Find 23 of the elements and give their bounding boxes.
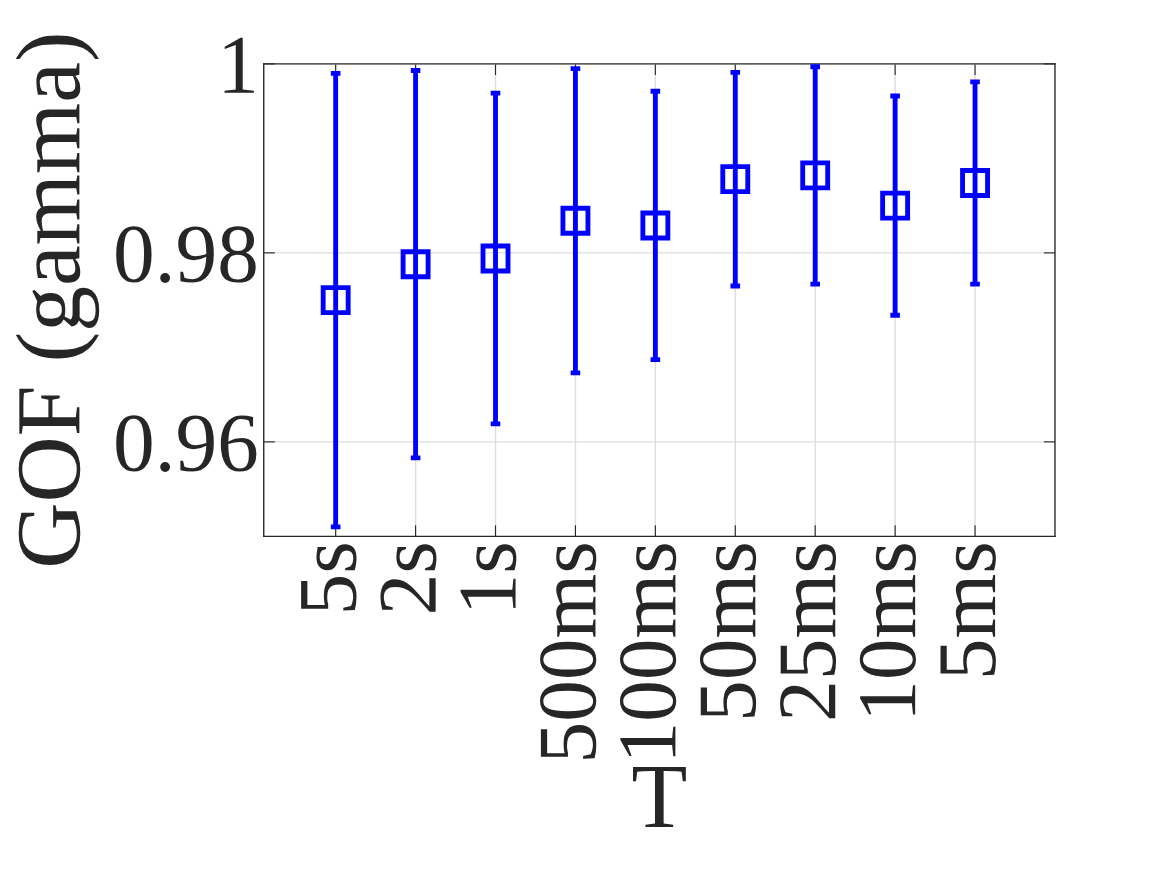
point xyxy=(480,243,511,274)
x-tick-label: 2s xyxy=(380,544,437,612)
point xyxy=(320,285,351,316)
y-axis-title: GOF (gamma) xyxy=(15,35,100,565)
x-tick-label: 10ms xyxy=(859,544,916,715)
y-tick-label: 1 xyxy=(224,37,254,93)
x-tick-label: 25ms xyxy=(780,544,837,719)
point xyxy=(960,168,990,198)
x-tick-label: 5s xyxy=(301,544,357,611)
point xyxy=(400,249,431,280)
x-tick-label: 5ms xyxy=(940,544,996,676)
point xyxy=(560,205,591,236)
x-tick-label: 500ms xyxy=(540,544,597,759)
point xyxy=(640,210,671,241)
point xyxy=(880,190,911,221)
point xyxy=(800,160,831,191)
y-tick-label: 0.98 xyxy=(116,226,256,283)
point xyxy=(720,164,751,195)
x-axis-title: T xyxy=(633,767,686,828)
x-tick-label: 50ms xyxy=(699,544,757,717)
x-tick-label: 100ms xyxy=(619,544,677,757)
y-tick-label: 0.96 xyxy=(116,415,257,472)
x-tick-label: 1s xyxy=(460,544,517,609)
